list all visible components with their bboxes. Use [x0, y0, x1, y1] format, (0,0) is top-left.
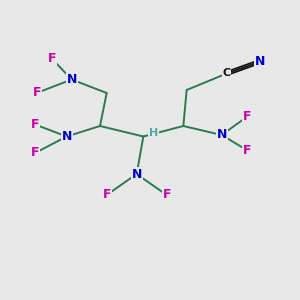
- Text: N: N: [217, 128, 227, 142]
- Text: N: N: [131, 167, 142, 181]
- Text: F: F: [242, 110, 251, 124]
- Text: C: C: [223, 68, 231, 79]
- Text: N: N: [255, 55, 265, 68]
- Text: N: N: [67, 73, 77, 86]
- Text: F: F: [32, 86, 41, 100]
- Text: F: F: [31, 118, 39, 131]
- Text: F: F: [102, 188, 111, 202]
- Text: F: F: [162, 188, 171, 202]
- Text: H: H: [149, 128, 158, 139]
- Text: F: F: [31, 146, 39, 160]
- Text: F: F: [47, 52, 56, 65]
- Text: N: N: [61, 130, 72, 143]
- Text: F: F: [242, 143, 251, 157]
